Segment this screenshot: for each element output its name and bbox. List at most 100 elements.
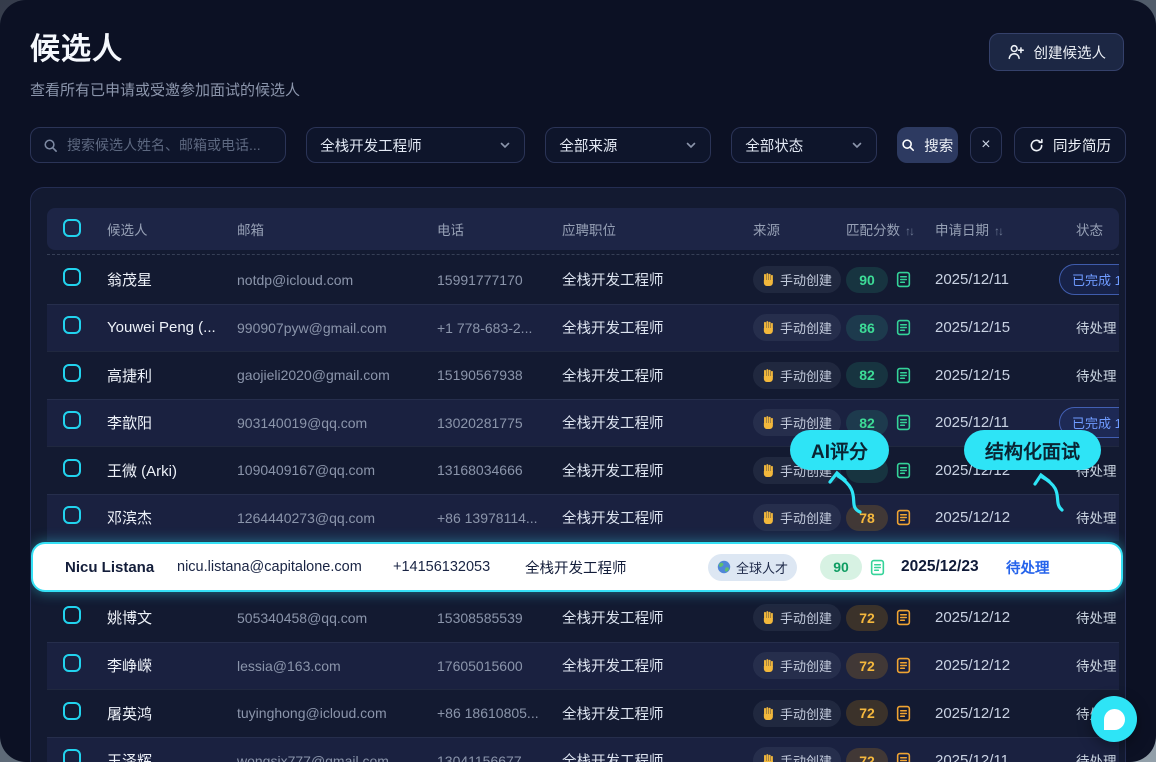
selected-candidate-row[interactable]: Nicu Listana nicu.listana@capitalone.com… <box>31 542 1123 592</box>
search-input[interactable] <box>67 137 274 153</box>
candidate-name[interactable]: 李峥嵘 <box>107 658 153 676</box>
table-row[interactable]: 王泽辉 wongsix777@gmail.com 13041156677 全栈开… <box>47 736 1119 762</box>
status-text: 待处理 <box>1076 754 1117 762</box>
search-input-wrap[interactable] <box>30 127 287 163</box>
close-icon: × <box>981 136 991 153</box>
row-checkbox[interactable] <box>63 701 81 720</box>
resume-document-icon[interactable] <box>896 367 911 384</box>
chevron-down-icon <box>851 139 863 151</box>
resume-document-icon[interactable] <box>896 609 911 626</box>
candidate-position: 全栈开发工程师 <box>562 659 664 676</box>
candidate-phone: +86 13978114... <box>437 509 538 526</box>
resume-document-icon[interactable] <box>896 509 911 526</box>
row-checkbox[interactable] <box>63 749 81 762</box>
candidate-name[interactable]: 屠英鸿 <box>107 705 153 723</box>
table-row[interactable]: 李峥嵘 lessia@163.com 17605015600 全栈开发工程师 手… <box>47 641 1119 689</box>
candidate-name[interactable]: 翁茂星 <box>107 272 153 290</box>
status-filter-value: 全部状态 <box>745 138 804 155</box>
column-header-5[interactable]: 匹配分数 ↑↓ <box>846 223 915 238</box>
source-badge: 手动创建 <box>753 747 842 762</box>
candidate-name[interactable]: 王微 (Arki) <box>107 462 177 480</box>
callout-arrow <box>1033 472 1064 512</box>
sync-resumes-button[interactable]: 同步简历 <box>1013 127 1126 163</box>
table-row[interactable]: Youwei Peng (... 990907pyw@gmail.com +1 … <box>47 303 1119 351</box>
row-checkbox[interactable] <box>63 316 81 335</box>
resume-document-icon[interactable] <box>896 271 911 288</box>
table-row[interactable]: 高捷利 gaojieli2020@gmail.com 15190567938 全… <box>47 351 1119 399</box>
status-filter-dropdown[interactable]: 全部状态 <box>731 127 877 163</box>
clear-filters-button[interactable]: × <box>969 127 1002 163</box>
row-checkbox[interactable] <box>63 268 81 287</box>
structured-interview-callout: 结构化面试 <box>964 430 1102 470</box>
chat-button[interactable] <box>1091 696 1137 742</box>
resume-document-icon[interactable] <box>896 462 911 479</box>
sort-icon[interactable]: ↑↓ <box>994 224 1004 238</box>
create-candidate-button[interactable]: 创建候选人 <box>988 33 1124 71</box>
resume-document-icon[interactable] <box>870 559 885 576</box>
candidate-phone: 13168034666 <box>437 462 523 479</box>
column-header-2: 电话 <box>437 223 464 238</box>
candidate-phone: +86 18610805... <box>437 705 539 722</box>
refresh-icon <box>1029 138 1044 153</box>
row-checkbox[interactable] <box>63 506 81 525</box>
candidate-name[interactable]: 王泽辉 <box>107 753 153 762</box>
table-row[interactable]: 邓滨杰 1264440273@qq.com +86 13978114... 全栈… <box>47 493 1119 541</box>
column-header-6[interactable]: 申请日期 ↑↓ <box>935 223 1004 238</box>
resume-document-icon[interactable] <box>896 319 911 336</box>
resume-document-icon[interactable] <box>896 705 911 722</box>
row-checkbox[interactable] <box>63 363 81 382</box>
resume-document-icon[interactable] <box>896 414 911 431</box>
candidate-name[interactable]: 邓滨杰 <box>107 510 153 528</box>
candidate-name[interactable]: Youwei Peng (... <box>107 319 216 337</box>
source-badge: 手动创建 <box>753 504 842 532</box>
candidate-email: 1264440273@qq.com <box>237 509 375 526</box>
page-header: 候选人 查看所有已申请或受邀参加面试的候选人 创建候选人 <box>0 0 1156 100</box>
candidate-name[interactable]: 高捷利 <box>107 367 153 385</box>
status-text: 待处理 <box>1006 560 1050 577</box>
match-score: 82 <box>846 362 888 389</box>
candidate-name[interactable]: 李歆阳 <box>107 415 153 433</box>
row-checkbox[interactable] <box>63 606 81 625</box>
table-row[interactable]: 屠英鸿 tuyinghong@icloud.com +86 18610805..… <box>47 689 1119 737</box>
search-button[interactable]: 搜索 <box>896 127 958 163</box>
row-checkbox[interactable] <box>63 411 81 430</box>
resume-document-icon[interactable] <box>896 752 911 762</box>
candidate-phone: 13041156677 <box>437 752 522 762</box>
table-header-row: 候选人 邮箱 电话 应聘职位 来源 匹配分数 ↑↓ 申请日期 ↑↓ 状态 <box>47 208 1119 250</box>
table-row[interactable]: 姚博文 505340458@qq.com 15308585539 全栈开发工程师… <box>47 594 1119 642</box>
column-header-0: 候选人 <box>107 223 148 238</box>
candidate-position: 全栈开发工程师 <box>562 706 664 723</box>
candidate-position: 全栈开发工程师 <box>562 611 664 628</box>
table-row[interactable]: 翁茂星 notdp@icloud.com 15991777170 全栈开发工程师… <box>47 256 1119 304</box>
hand-icon <box>762 611 775 625</box>
search-icon <box>901 138 915 152</box>
candidate-email: notdp@icloud.com <box>237 271 354 288</box>
resume-document-icon[interactable] <box>896 657 911 674</box>
match-score: 90 <box>820 554 862 580</box>
table-row[interactable]: 王微 (Arki) 1090409167@qq.com 13168034666 … <box>47 446 1119 494</box>
column-header-7: 状态 <box>1076 223 1103 238</box>
row-checkbox[interactable] <box>63 458 81 477</box>
candidate-phone: 15308585539 <box>437 609 523 626</box>
table-body: 翁茂星 notdp@icloud.com 15991777170 全栈开发工程师… <box>47 256 1119 541</box>
person-plus-icon <box>1007 43 1025 61</box>
candidate-name[interactable]: Nicu Listana <box>65 558 155 576</box>
sort-icon[interactable]: ↑↓ <box>905 224 915 238</box>
status-text: 待处理 <box>1076 321 1117 337</box>
callout-arrow <box>828 470 862 514</box>
position-filter-dropdown[interactable]: 全栈开发工程师 <box>306 127 526 163</box>
candidate-position: 全栈开发工程师 <box>562 273 664 290</box>
candidate-email: tuyinghong@icloud.com <box>237 705 387 722</box>
row-checkbox[interactable] <box>63 654 81 673</box>
select-all-checkbox[interactable] <box>63 218 81 237</box>
candidate-name[interactable]: 姚博文 <box>107 610 153 628</box>
source-filter-dropdown[interactable]: 全部来源 <box>545 127 712 163</box>
status-text: 待处理 <box>1076 511 1117 527</box>
hand-icon <box>762 754 775 762</box>
application-date: 2025/12/15 <box>935 319 1011 337</box>
match-score: 86 <box>846 314 888 341</box>
table-row[interactable]: 李歆阳 903140019@qq.com 13020281775 全栈开发工程师… <box>47 398 1119 446</box>
candidate-phone: 13020281775 <box>437 414 523 431</box>
candidate-position: 全栈开发工程师 <box>562 368 664 385</box>
chevron-down-icon <box>499 139 511 151</box>
